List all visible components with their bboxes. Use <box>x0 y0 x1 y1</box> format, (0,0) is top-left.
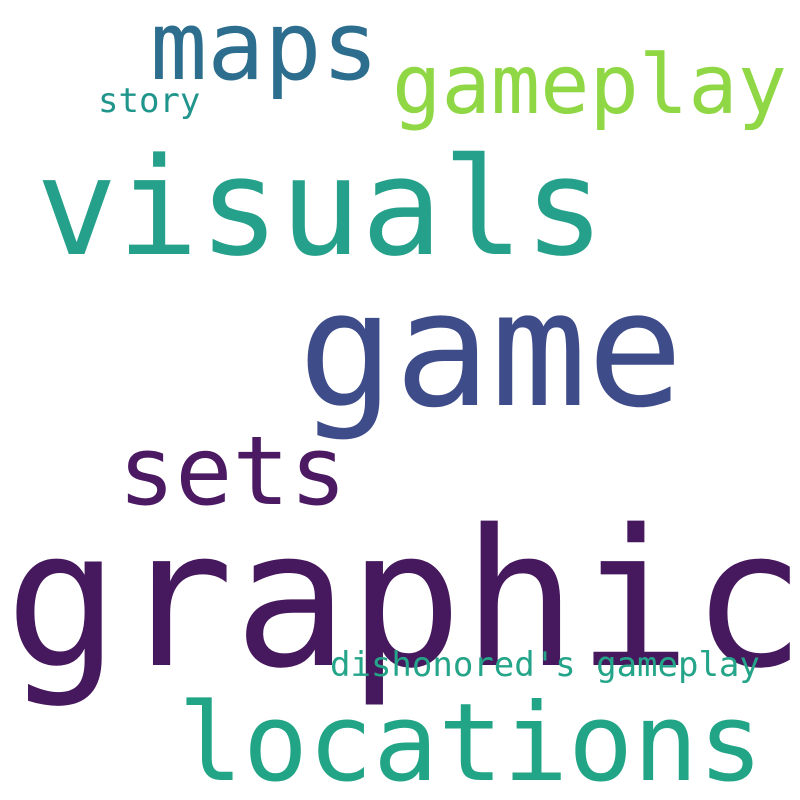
word-dishonoreds-gameplay: dishonored's gameplay <box>330 645 760 685</box>
word-gameplay: gameplay <box>392 38 787 133</box>
word-game: game <box>298 256 684 443</box>
word-visuals: visuals <box>36 129 605 286</box>
word-locations: locations <box>178 681 764 800</box>
word-story: story <box>98 81 201 121</box>
word-maps: maps <box>150 0 379 102</box>
word-sets: sets <box>118 417 347 527</box>
word-graphics: graphics <box>5 489 800 710</box>
